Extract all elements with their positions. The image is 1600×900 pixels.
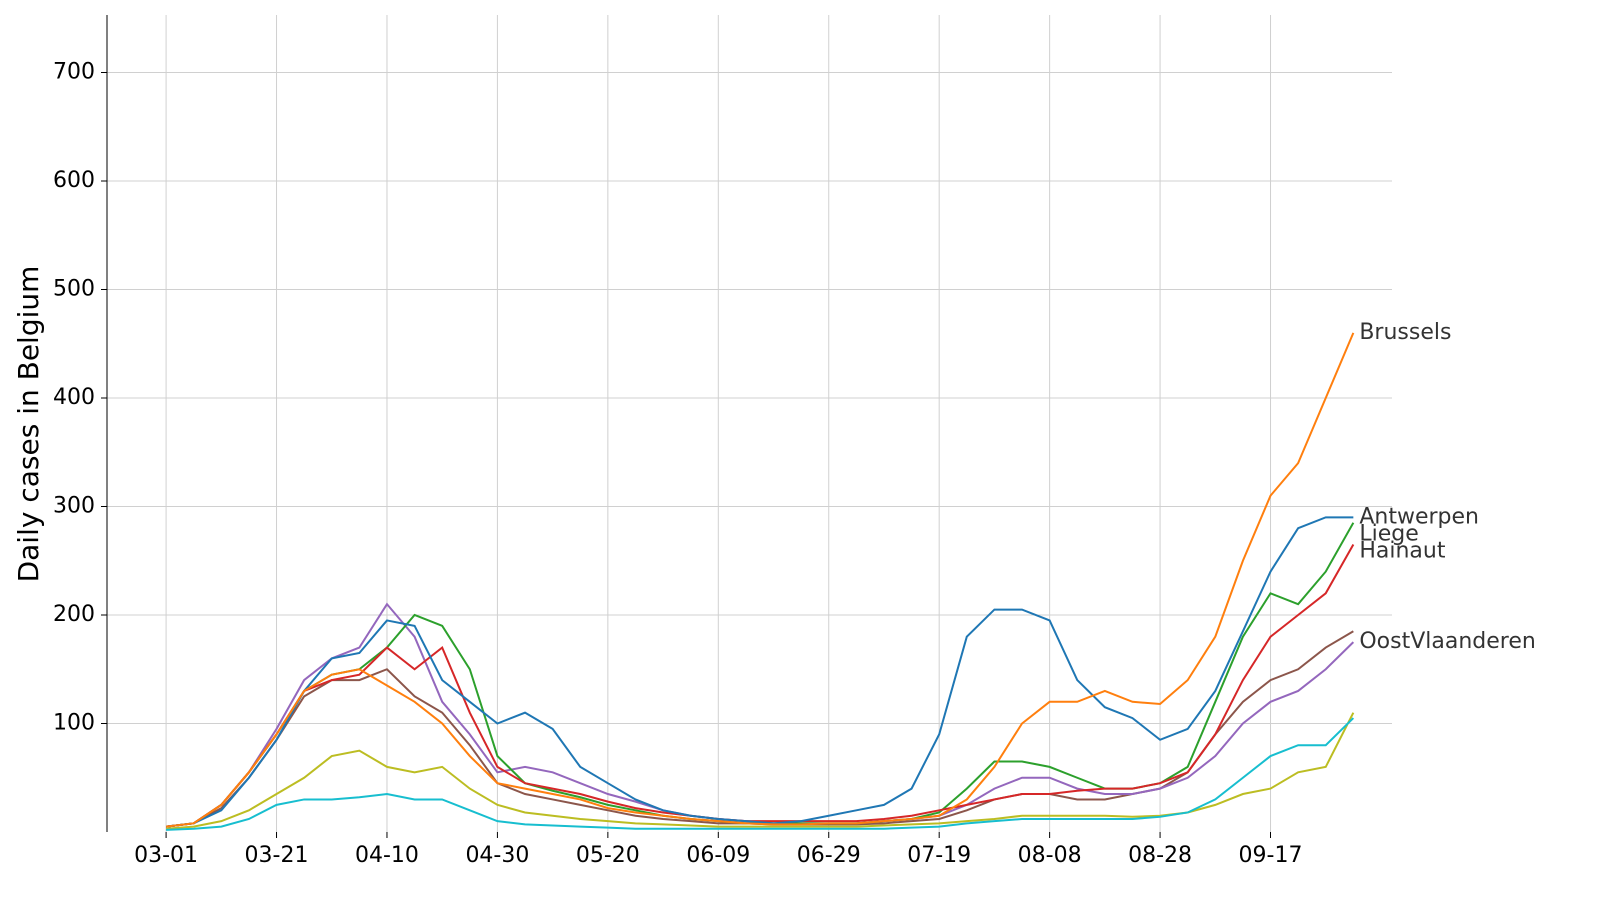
x-tick-label: 05-20 bbox=[576, 843, 640, 868]
y-tick-label: 700 bbox=[53, 60, 95, 85]
x-tick-label: 04-30 bbox=[465, 843, 529, 868]
series-line bbox=[165, 630, 1354, 828]
legend-label: Antwerpen bbox=[1359, 504, 1479, 529]
y-tick-label: 600 bbox=[53, 168, 95, 193]
series-line bbox=[166, 712, 1355, 830]
legend-label: OostVlaanderen bbox=[1359, 629, 1535, 654]
series-line bbox=[165, 543, 1355, 828]
legend-label: Liege bbox=[1359, 521, 1418, 546]
y-tick-label: 200 bbox=[53, 602, 95, 627]
y-tick-label: 300 bbox=[53, 494, 95, 519]
series-line bbox=[165, 602, 1355, 828]
y-axis-label: Daily cases in Belgium bbox=[12, 266, 45, 583]
series-line bbox=[165, 522, 1355, 828]
x-tick-label: 06-09 bbox=[686, 843, 750, 868]
x-tick-label: 06-29 bbox=[797, 843, 861, 868]
legend-label: Brussels bbox=[1359, 320, 1451, 345]
series-line bbox=[165, 516, 1354, 828]
x-tick-label: 07-19 bbox=[907, 843, 971, 868]
series-line bbox=[165, 332, 1355, 828]
x-tick-label: 03-21 bbox=[245, 843, 309, 868]
x-tick-label: 09-17 bbox=[1239, 843, 1303, 868]
y-tick-label: 100 bbox=[53, 711, 95, 736]
x-tick-label: 08-28 bbox=[1128, 843, 1192, 868]
x-tick-label: 08-08 bbox=[1018, 843, 1082, 868]
y-tick-label: 400 bbox=[53, 385, 95, 410]
x-tick-label: 04-10 bbox=[355, 843, 419, 868]
series-line bbox=[166, 717, 1355, 831]
x-tick-label: 03-01 bbox=[134, 843, 198, 868]
legend-label: Hainaut bbox=[1359, 538, 1446, 563]
y-tick-label: 500 bbox=[53, 277, 95, 302]
